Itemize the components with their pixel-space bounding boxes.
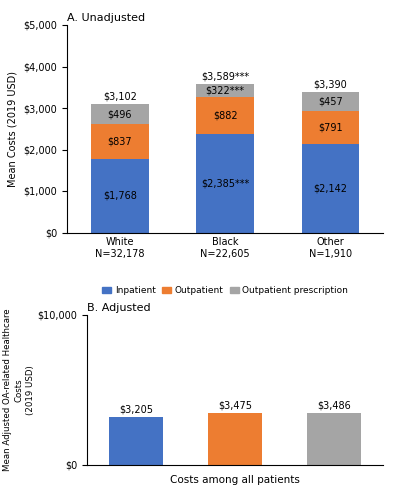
X-axis label: Costs among all patients: Costs among all patients <box>170 476 300 486</box>
Bar <box>301 92 359 111</box>
Bar <box>307 412 361 465</box>
Bar <box>91 104 149 124</box>
Bar <box>208 413 262 465</box>
Text: $3,102: $3,102 <box>103 92 137 102</box>
Text: $322***: $322*** <box>206 85 245 95</box>
Bar <box>196 97 254 134</box>
Text: $3,475: $3,475 <box>218 400 252 410</box>
Bar <box>301 144 359 233</box>
Text: B. Adjusted: B. Adjusted <box>87 303 150 313</box>
Bar <box>301 111 359 144</box>
Y-axis label: Mean Costs (2019 USD): Mean Costs (2019 USD) <box>8 70 18 186</box>
Bar <box>196 84 254 97</box>
Bar <box>91 159 149 232</box>
Text: $1,768: $1,768 <box>103 191 137 201</box>
Bar <box>196 134 254 232</box>
Text: $791: $791 <box>318 122 343 132</box>
Text: $882: $882 <box>213 110 237 120</box>
Text: $2,385***: $2,385*** <box>201 178 249 188</box>
Text: $3,486: $3,486 <box>317 400 351 410</box>
Bar <box>91 124 149 159</box>
Text: $457: $457 <box>318 96 343 106</box>
Text: $496: $496 <box>107 109 132 119</box>
Bar <box>109 417 164 465</box>
Text: $3,589***: $3,589*** <box>201 72 249 82</box>
Text: $2,142: $2,142 <box>314 183 348 193</box>
Text: $3,205: $3,205 <box>119 404 153 414</box>
Text: $837: $837 <box>107 137 132 147</box>
Legend: Inpatient, Outpatient, Outpatient prescription: Inpatient, Outpatient, Outpatient prescr… <box>98 282 352 299</box>
Text: A. Unadjusted: A. Unadjusted <box>67 13 145 23</box>
Y-axis label: Mean Adjusted OA-related Healthcare
Costs
(2019 USD): Mean Adjusted OA-related Healthcare Cost… <box>3 308 34 472</box>
Text: $3,390: $3,390 <box>314 80 347 90</box>
